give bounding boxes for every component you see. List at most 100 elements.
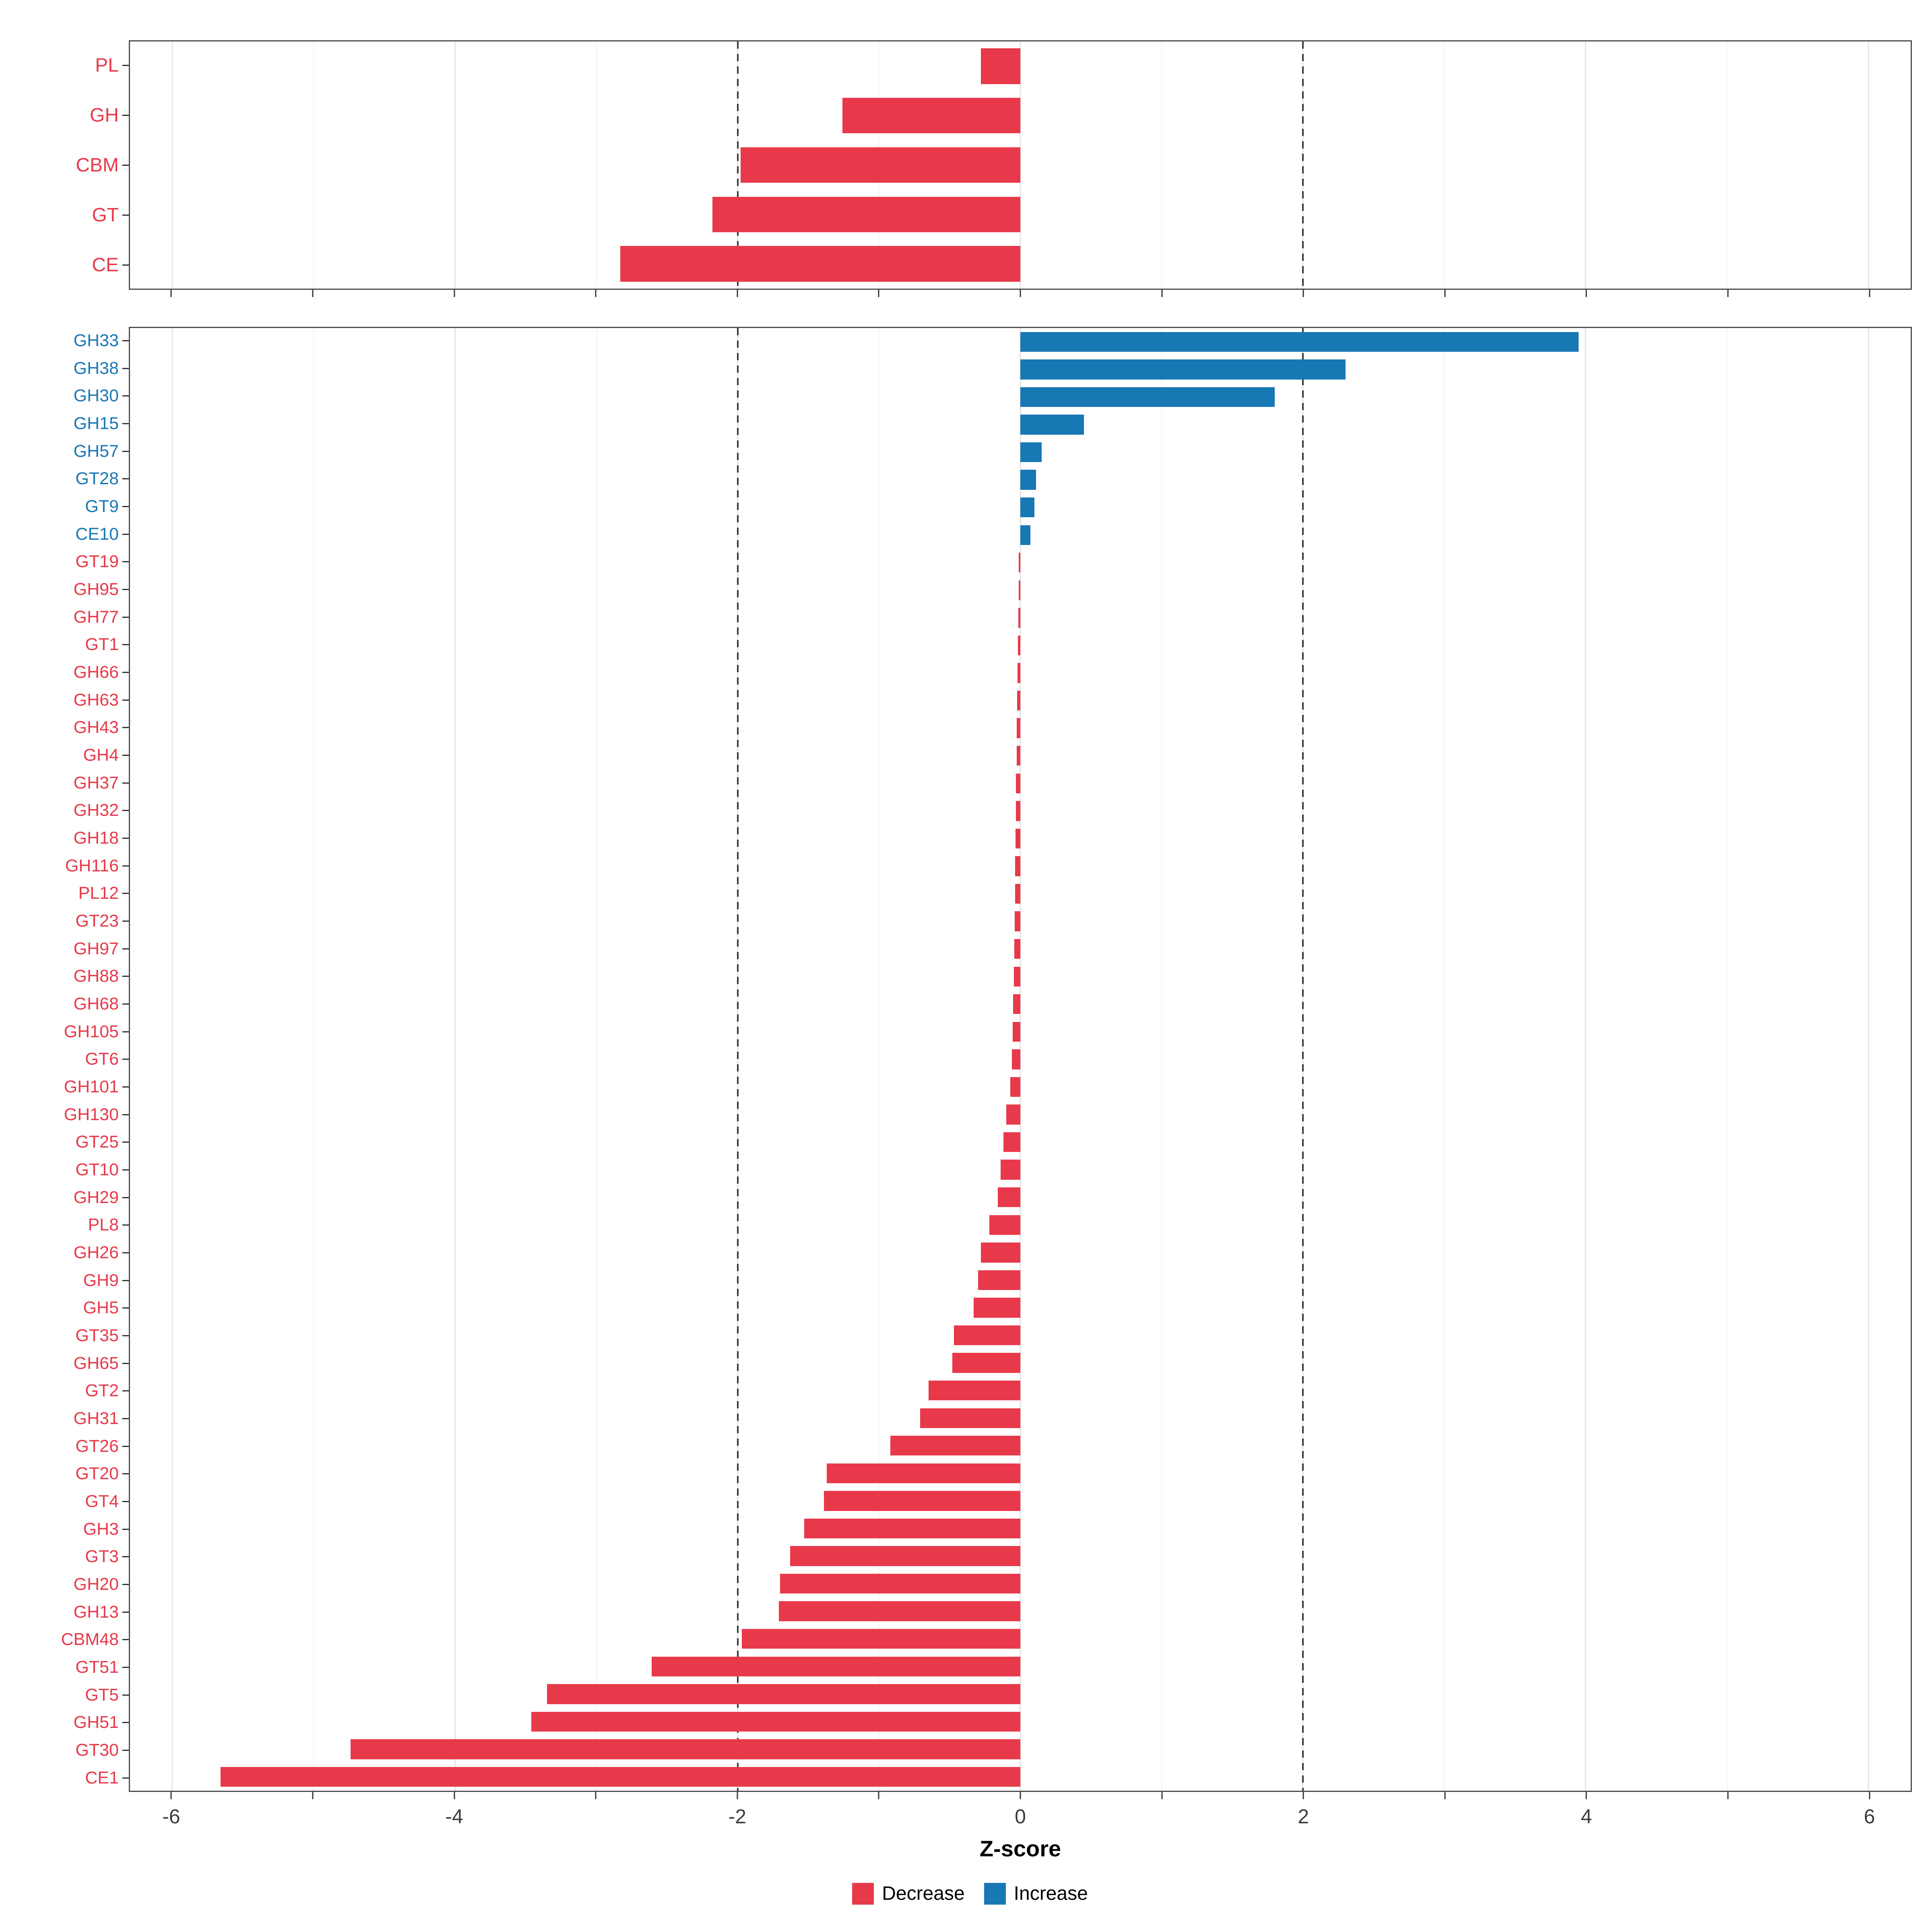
gridline — [171, 328, 173, 1791]
bar-GH38 — [1020, 359, 1346, 380]
bar-CBM — [740, 147, 1020, 183]
gridline — [1868, 328, 1869, 1791]
row-label-GT10: GT10 — [28, 1156, 129, 1184]
row-label-GT20: GT20 — [28, 1460, 129, 1488]
bar-row — [130, 852, 1911, 880]
bar-row — [130, 549, 1911, 577]
row-label-GH3: GH3 — [28, 1515, 129, 1543]
gridline — [1020, 41, 1021, 289]
gridline — [171, 41, 173, 289]
bar-row — [130, 493, 1911, 521]
bar-row — [130, 1542, 1911, 1570]
bar-row — [130, 1018, 1911, 1046]
bar-row — [130, 1211, 1911, 1239]
bar-GH29 — [997, 1187, 1020, 1208]
bar-GH130 — [1006, 1104, 1020, 1125]
axis-tick — [1020, 1792, 1021, 1799]
row-label-PL8: PL8 — [28, 1212, 129, 1239]
row-label-GT3: GT3 — [28, 1543, 129, 1571]
bar-CE10 — [1020, 525, 1030, 545]
row-label-CE: CE — [28, 240, 129, 290]
bar-row — [130, 1598, 1911, 1625]
row-label-GH: GH — [28, 90, 129, 140]
bar-row — [130, 1680, 1911, 1708]
reference-line — [737, 328, 739, 1791]
axis-tick — [1302, 290, 1304, 297]
legend: Decrease Increase — [28, 1882, 1912, 1905]
row-label-GH33: GH33 — [28, 327, 129, 355]
bar-row — [130, 1653, 1911, 1680]
row-label-GH66: GH66 — [28, 658, 129, 686]
row-label-GH65: GH65 — [28, 1350, 129, 1377]
bar-GT3 — [790, 1546, 1020, 1566]
bar-GT1 — [1018, 635, 1020, 656]
row-label-GH15: GH15 — [28, 410, 129, 438]
bar-GH88 — [1014, 966, 1020, 987]
bar-GH116 — [1015, 856, 1020, 876]
bar-GT20 — [826, 1463, 1020, 1484]
axis-tick — [737, 290, 738, 297]
axis-tick — [1302, 1792, 1304, 1799]
row-label-GH130: GH130 — [28, 1101, 129, 1129]
axis-tick — [1444, 290, 1446, 297]
x-axis-title: Z-score — [979, 1836, 1061, 1861]
axis-tick — [454, 290, 455, 297]
row-label-GT26: GT26 — [28, 1432, 129, 1460]
row-label-GH32: GH32 — [28, 797, 129, 824]
bar-row — [130, 687, 1911, 714]
gridline — [1444, 328, 1445, 1791]
family-panel: GH33 GH38 GH30 GH15 GH57 GT28 GT9 CE10 GT19 GH95 G… — [28, 327, 1912, 1792]
row-label-GT30: GT30 — [28, 1736, 129, 1764]
row-label-GT1: GT1 — [28, 631, 129, 658]
bar-row — [130, 576, 1911, 604]
bar-CE1 — [220, 1767, 1020, 1787]
gridline — [1161, 41, 1162, 289]
bar-GT — [712, 196, 1020, 232]
axis-tick — [1727, 290, 1729, 297]
bar-row — [130, 1432, 1911, 1460]
row-label-GT5: GT5 — [28, 1681, 129, 1709]
gridline — [596, 41, 597, 289]
row-label-GH4: GH4 — [28, 741, 129, 769]
axis-tick-label: 6 — [1864, 1805, 1875, 1828]
bar-row — [130, 328, 1911, 356]
bar-row — [130, 438, 1911, 466]
bar-GT10 — [1000, 1160, 1020, 1180]
row-label-PL: PL — [28, 40, 129, 90]
axis-spacer — [28, 1802, 129, 1833]
bar-row — [130, 239, 1911, 289]
class-panel-axis — [28, 290, 1912, 300]
bar-row — [130, 383, 1911, 411]
reference-line — [1302, 328, 1304, 1791]
reference-line — [1302, 41, 1304, 289]
bar-row — [130, 963, 1911, 991]
axis-tick-label: 2 — [1298, 1805, 1309, 1828]
gridline — [1161, 328, 1162, 1791]
bar-row — [130, 1266, 1911, 1294]
axis-tick — [1444, 1792, 1446, 1799]
bar-row — [130, 935, 1911, 963]
family-panel-ticks — [129, 1792, 1912, 1802]
legend-label-increase: Increase — [1013, 1883, 1088, 1904]
bar-CBM48 — [742, 1629, 1020, 1649]
bar-row — [130, 797, 1911, 825]
bar-row — [130, 1404, 1911, 1432]
row-label-GH5: GH5 — [28, 1294, 129, 1322]
axis-tick-label: 0 — [1015, 1805, 1026, 1828]
row-label-GT19: GT19 — [28, 548, 129, 576]
bar-GT25 — [1003, 1132, 1020, 1152]
class-panel-ticks — [129, 290, 1912, 300]
bar-row — [130, 521, 1911, 549]
bar-GT19 — [1019, 553, 1020, 573]
bar-row — [130, 411, 1911, 439]
bar-row — [130, 356, 1911, 384]
axis-tick-label: -6 — [162, 1805, 180, 1828]
row-label-GH101: GH101 — [28, 1073, 129, 1101]
bar-row — [130, 1156, 1911, 1184]
panel-gap — [28, 300, 1912, 327]
bar-row — [130, 1239, 1911, 1267]
x-axis-title-row: Z-score — [28, 1833, 1912, 1862]
gridline — [1726, 41, 1728, 289]
row-label-GT35: GT35 — [28, 1322, 129, 1350]
axis-tick-label: -4 — [445, 1805, 463, 1828]
